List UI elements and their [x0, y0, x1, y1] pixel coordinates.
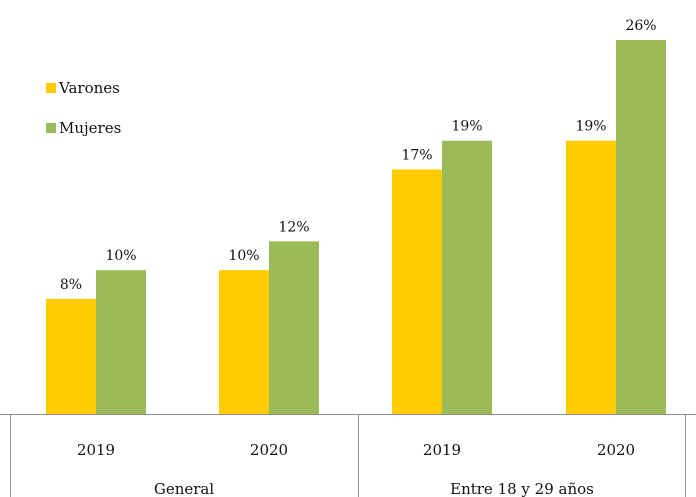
bar-varones-2	[392, 169, 442, 414]
bar-mujeres-0	[96, 270, 146, 414]
bar-varones-3	[566, 140, 616, 414]
category-axis: 2019 2020 2019 2020 General Entre 18 y 29 año…	[0, 414, 696, 497]
legend-swatch-varones	[46, 83, 56, 93]
data-label-varones-3: 19%	[575, 119, 606, 135]
data-label-mujeres-2: 19%	[451, 119, 482, 135]
data-label-mujeres-1: 12%	[278, 219, 309, 235]
tick-label-0: 2019	[77, 441, 115, 459]
legend-swatch-mujeres	[46, 123, 56, 133]
bar-mujeres-2	[442, 140, 492, 414]
bar-mujeres-1	[269, 241, 319, 414]
bar-mujeres-3	[616, 40, 666, 414]
data-label-varones-1: 10%	[228, 248, 259, 264]
bar-varones-0	[46, 298, 96, 414]
legend: Varones Mujeres	[46, 78, 121, 158]
data-label-mujeres-3: 26%	[625, 18, 656, 34]
data-label-mujeres-0: 10%	[105, 248, 136, 264]
legend-label-mujeres: Mujeres	[59, 119, 122, 137]
legend-item-mujeres: Mujeres	[46, 118, 121, 138]
tick-label-1: 2020	[250, 441, 288, 459]
bar-varones-1	[219, 270, 269, 414]
bars-layer	[46, 40, 666, 414]
group-label-0: General	[154, 480, 215, 497]
data-label-varones-0: 8%	[60, 277, 82, 293]
data-label-varones-2: 17%	[401, 147, 432, 163]
data-labels-layer: 8% 10% 10% 12% 17% 19% 19% 26%	[60, 18, 657, 293]
legend-label-varones: Varones	[59, 79, 120, 97]
legend-item-varones: Varones	[46, 78, 121, 98]
tick-label-2: 2019	[423, 441, 461, 459]
group-label-1: Entre 18 y 29 años	[450, 480, 594, 497]
tick-label-3: 2020	[597, 441, 635, 459]
